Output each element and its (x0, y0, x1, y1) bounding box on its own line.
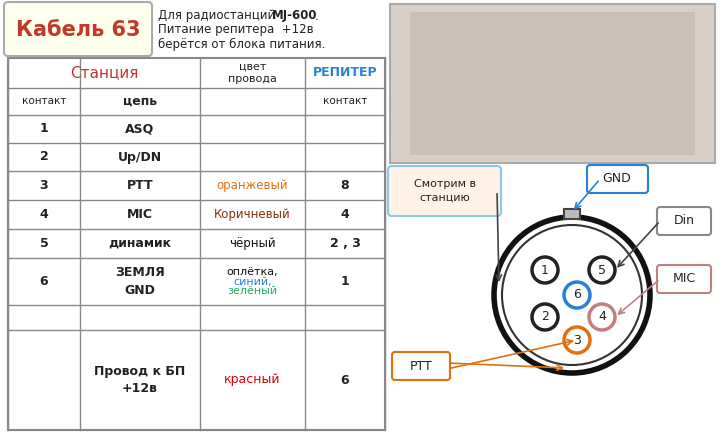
Text: PTT: PTT (410, 360, 433, 372)
Text: цвет
провода: цвет провода (228, 62, 277, 84)
Text: MIC: MIC (127, 208, 153, 221)
FancyBboxPatch shape (587, 165, 648, 193)
FancyBboxPatch shape (388, 166, 501, 216)
Text: 4: 4 (40, 208, 48, 221)
Text: ASQ: ASQ (125, 122, 154, 135)
Bar (564, 209, 580, 219)
Text: Up/DN: Up/DN (118, 150, 162, 163)
Text: Питание репитера  +12в: Питание репитера +12в (158, 24, 314, 37)
Circle shape (589, 304, 615, 330)
Text: 4: 4 (598, 311, 606, 323)
Text: 2: 2 (40, 150, 48, 163)
Text: оранжевый: оранжевый (217, 179, 288, 192)
Text: контакт: контакт (323, 97, 367, 107)
FancyBboxPatch shape (4, 2, 152, 56)
Circle shape (564, 282, 590, 308)
Text: MJ-600: MJ-600 (272, 10, 317, 22)
FancyBboxPatch shape (657, 265, 711, 293)
Text: 3: 3 (40, 179, 48, 192)
Bar (410, 12, 695, 155)
Text: РЕПИТЕР: РЕПИТЕР (313, 66, 377, 80)
Text: 4: 4 (340, 208, 350, 221)
Circle shape (502, 225, 642, 365)
Text: Din: Din (673, 215, 694, 228)
Text: Коричневый: Коричневый (214, 208, 291, 221)
FancyBboxPatch shape (392, 352, 450, 380)
Text: динамик: динамик (108, 237, 172, 250)
Text: синий,: синий, (233, 277, 272, 287)
Text: MIC: MIC (673, 273, 696, 285)
Text: 1: 1 (541, 264, 549, 277)
Text: цепь: цепь (123, 95, 157, 108)
Text: 5: 5 (40, 237, 48, 250)
Text: 3: 3 (573, 333, 581, 347)
Text: зелёный: зелёный (227, 287, 278, 296)
Text: 2 , 3: 2 , 3 (329, 237, 360, 250)
Text: чёрный: чёрный (229, 237, 276, 250)
Text: ЗЕМЛЯ
GND: ЗЕМЛЯ GND (115, 267, 165, 296)
Text: .: . (315, 10, 319, 22)
Text: контакт: контакт (22, 97, 66, 107)
FancyBboxPatch shape (657, 207, 711, 235)
Text: красный: красный (224, 374, 280, 386)
Text: 6: 6 (573, 288, 581, 302)
Circle shape (532, 257, 558, 283)
Bar (8, 58, 385, 430)
Text: 2: 2 (541, 311, 549, 323)
Circle shape (564, 327, 590, 353)
Text: 8: 8 (341, 179, 349, 192)
Text: 5: 5 (598, 264, 606, 277)
Text: оплётка,: оплётка, (226, 267, 278, 277)
Text: 1: 1 (40, 122, 48, 135)
Circle shape (494, 217, 650, 373)
Text: Станция: Станция (70, 66, 138, 80)
Text: 6: 6 (40, 275, 48, 288)
Circle shape (532, 304, 558, 330)
Text: 6: 6 (341, 374, 349, 386)
Text: PTT: PTT (127, 179, 154, 192)
Text: берётся от блока питания.: берётся от блока питания. (158, 38, 325, 51)
Text: Смотрим в
станцию: Смотрим в станцию (414, 180, 476, 203)
Text: Провод к БП
+12в: Провод к БП +12в (94, 365, 185, 395)
Text: 1: 1 (340, 275, 350, 288)
Text: Для радиостанций: Для радиостанций (158, 10, 283, 22)
Bar (390, 4, 715, 163)
Text: GND: GND (603, 173, 632, 185)
Text: Кабель 63: Кабель 63 (16, 20, 141, 40)
Circle shape (589, 257, 615, 283)
